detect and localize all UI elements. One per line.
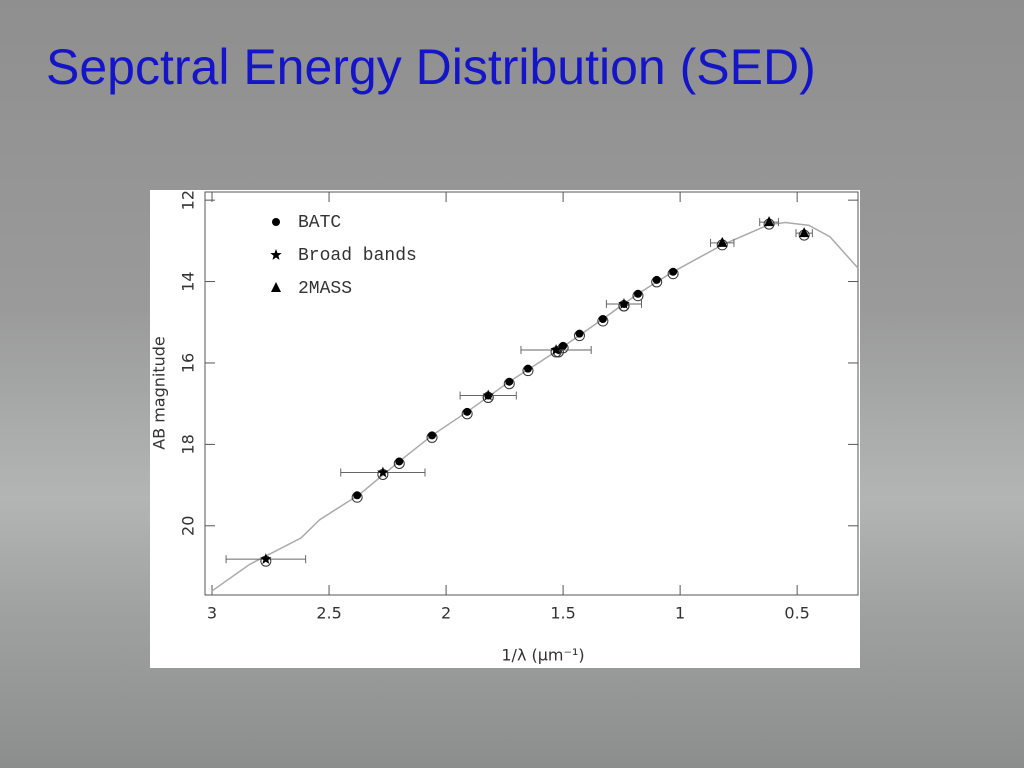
point bbox=[618, 297, 630, 309]
point bbox=[633, 289, 642, 298]
point bbox=[717, 236, 728, 247]
slide-title: Sepctral Energy Distribution (SED) bbox=[46, 39, 816, 95]
point bbox=[353, 491, 362, 500]
point bbox=[463, 407, 472, 416]
x-tick-label: 3 bbox=[207, 604, 217, 623]
point bbox=[799, 227, 810, 238]
plot-frame bbox=[204, 191, 859, 596]
point bbox=[550, 343, 562, 355]
point bbox=[652, 275, 661, 284]
point bbox=[377, 466, 389, 478]
x-axis-label: 1/λ (μm⁻¹) bbox=[501, 646, 584, 665]
legend-marker bbox=[271, 282, 281, 292]
x-tick-label: 0.5 bbox=[784, 604, 809, 623]
x-tick-label: 2 bbox=[441, 604, 451, 623]
x-tick-label: 1 bbox=[675, 604, 685, 623]
point bbox=[575, 329, 584, 338]
y-tick-label: 20 bbox=[179, 516, 198, 536]
y-axis-label: AB magnitude bbox=[150, 336, 169, 450]
point bbox=[260, 553, 272, 565]
point bbox=[523, 364, 532, 373]
y-tick-label: 12 bbox=[179, 190, 198, 210]
point bbox=[598, 315, 607, 324]
legend-label: 2MASS bbox=[298, 279, 352, 299]
legend-marker bbox=[272, 218, 280, 226]
point bbox=[669, 267, 678, 276]
point bbox=[559, 341, 568, 350]
legend-marker bbox=[270, 249, 282, 260]
point bbox=[764, 216, 775, 227]
chart-panel bbox=[150, 190, 860, 668]
point bbox=[505, 377, 514, 386]
point bbox=[482, 389, 494, 401]
y-tick-label: 14 bbox=[179, 271, 198, 291]
legend-label: Broad bands bbox=[298, 246, 417, 266]
x-tick-label: 2.5 bbox=[316, 604, 341, 623]
y-tick-label: 16 bbox=[179, 353, 198, 373]
x-tick-label: 1.5 bbox=[550, 604, 575, 623]
y-tick-label: 18 bbox=[179, 434, 198, 454]
point bbox=[428, 431, 437, 440]
legend-label: BATC bbox=[298, 213, 341, 233]
point bbox=[395, 457, 404, 466]
